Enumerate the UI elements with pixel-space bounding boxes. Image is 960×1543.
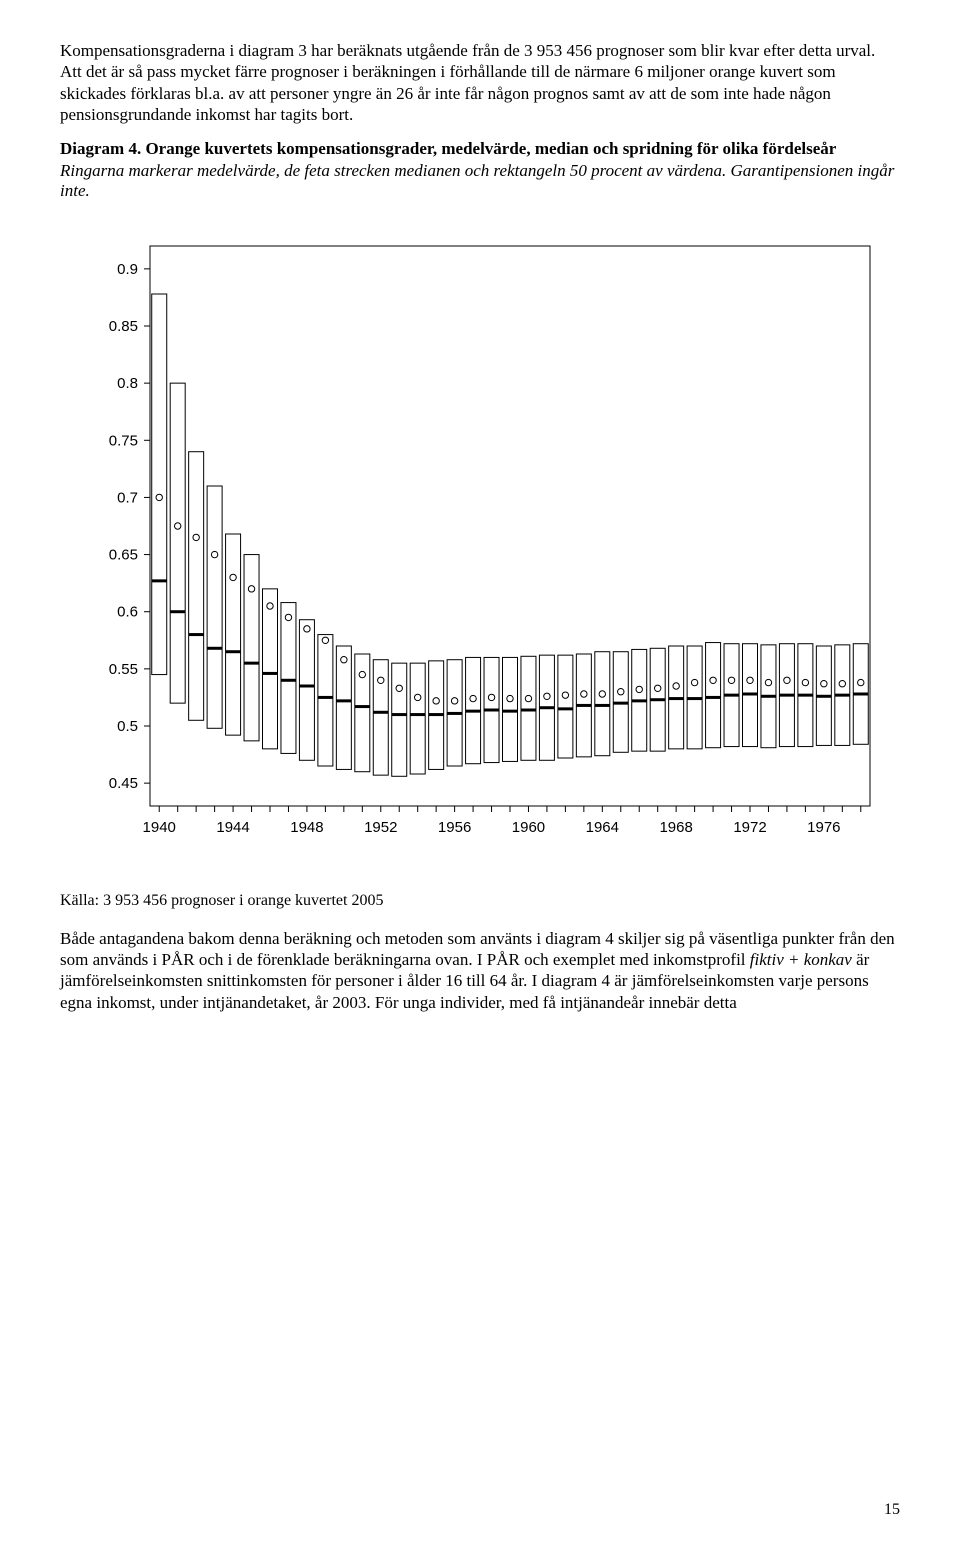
svg-text:0.8: 0.8 — [117, 375, 138, 392]
svg-text:0.65: 0.65 — [109, 546, 138, 563]
diagram-caption: Ringarna markerar medelvärde, de feta st… — [60, 161, 900, 202]
svg-text:1964: 1964 — [586, 819, 619, 836]
svg-text:1960: 1960 — [512, 819, 545, 836]
svg-text:0.6: 0.6 — [117, 603, 138, 620]
svg-text:0.5: 0.5 — [117, 718, 138, 735]
svg-text:1952: 1952 — [364, 819, 397, 836]
svg-text:1976: 1976 — [807, 819, 840, 836]
svg-text:0.75: 0.75 — [109, 432, 138, 449]
bottom-paragraph: Både antagandena bakom denna beräkning o… — [60, 928, 900, 1013]
svg-text:0.9: 0.9 — [117, 261, 138, 278]
svg-text:1944: 1944 — [216, 819, 249, 836]
svg-text:1968: 1968 — [659, 819, 692, 836]
svg-text:1940: 1940 — [143, 819, 176, 836]
source-line: Källa: 3 953 456 prognoser i orange kuve… — [60, 892, 900, 910]
svg-text:0.85: 0.85 — [109, 318, 138, 335]
boxplot-chart: 0.45 0.5 0.55 0.6 0.65 0.7 0.75 0.8 0.85 0.9 1940 1… — [60, 226, 900, 866]
boxplot-svg: 0.45 0.5 0.55 0.6 0.65 0.7 0.75 0.8 0.85 0.9 1940 1… — [60, 226, 890, 866]
svg-text:0.55: 0.55 — [109, 661, 138, 678]
svg-text:0.45: 0.45 — [109, 775, 138, 792]
svg-text:0.7: 0.7 — [117, 489, 138, 506]
page-number: 15 — [884, 1501, 900, 1519]
svg-text:1972: 1972 — [733, 819, 766, 836]
intro-paragraph: Kompensationsgraderna i diagram 3 har be… — [60, 40, 900, 125]
diagram-heading: Diagram 4. Orange kuvertets kompensation… — [60, 139, 900, 159]
svg-text:1948: 1948 — [290, 819, 323, 836]
svg-text:1956: 1956 — [438, 819, 471, 836]
